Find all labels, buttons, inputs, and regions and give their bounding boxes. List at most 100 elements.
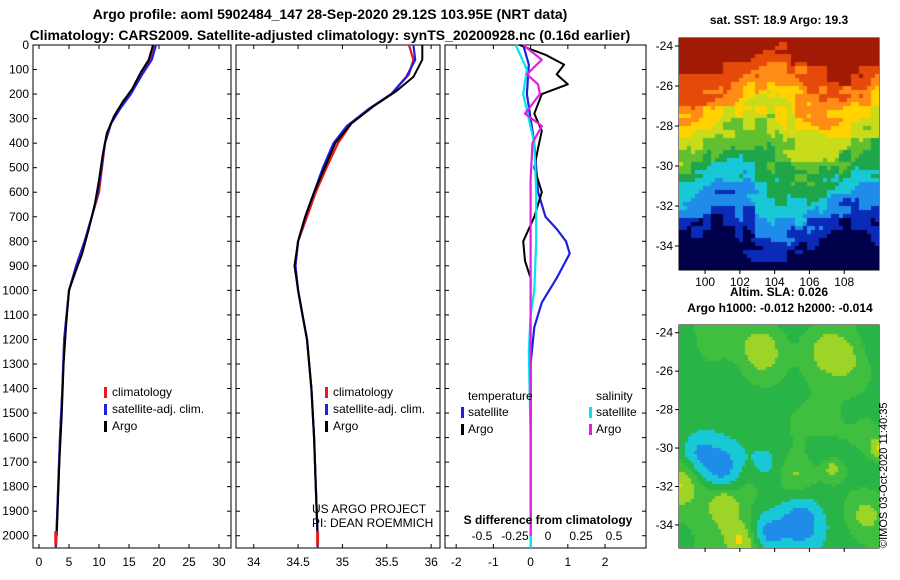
x-tick-label: 1 xyxy=(564,555,571,569)
legend-swatch xyxy=(325,404,328,415)
bottom-climatology-mark xyxy=(54,531,58,545)
legend-label: Argo xyxy=(596,422,622,436)
legend-label: satellite xyxy=(468,405,509,419)
y-tick-label: 700 xyxy=(9,210,29,224)
sst-map-image xyxy=(679,38,879,270)
y-tick-label: 0 xyxy=(22,38,29,52)
map-x-tick-label: 102 xyxy=(730,275,750,289)
sla-map-image xyxy=(679,325,879,548)
x-tick-label: 25 xyxy=(182,555,196,569)
panel-frame-salinity-profile xyxy=(235,44,441,549)
x-tick-label: 15 xyxy=(122,555,136,569)
y-tick-label: 1000 xyxy=(2,283,29,297)
map-y-tick-label: -30 xyxy=(656,159,674,173)
map-y-tick-label: -32 xyxy=(656,199,674,213)
y-tick-label: 1600 xyxy=(2,431,29,445)
map-y-tick-label: -30 xyxy=(656,441,674,455)
legend-swatch xyxy=(461,407,464,418)
y-tick-label: 400 xyxy=(9,136,29,150)
legend-swatch xyxy=(104,421,107,432)
difference-top-tick-label: 0 xyxy=(545,529,552,543)
difference-axis-title: S difference from climatology xyxy=(464,513,633,527)
legend-label: climatology xyxy=(112,385,172,399)
map-y-tick-label: -28 xyxy=(656,119,674,133)
x-tick-label: 0 xyxy=(527,555,534,569)
figure-title-line2: Climatology: CARS2009. Satellite-adjuste… xyxy=(29,27,631,43)
y-tick-label: 800 xyxy=(9,234,29,248)
y-tick-label: 1300 xyxy=(2,357,29,371)
legend-swatch xyxy=(589,407,592,418)
y-tick-label: 500 xyxy=(9,161,29,175)
bottom-climatology-mark xyxy=(316,531,320,545)
y-tick-label: 1200 xyxy=(2,332,29,346)
y-tick-label: 1500 xyxy=(2,406,29,420)
x-tick-label: 10 xyxy=(92,555,106,569)
difference-top-tick-label: -0.5 xyxy=(472,529,493,543)
y-tick-label: 1800 xyxy=(2,480,29,494)
difference-top-tick-label: 0.25 xyxy=(569,529,593,543)
x-tick-label: 0 xyxy=(36,555,43,569)
map-y-tick-label: -32 xyxy=(656,479,674,493)
legend-swatch xyxy=(461,424,464,435)
legend-label: Argo xyxy=(468,422,494,436)
series-temperature-satellite xyxy=(522,44,571,548)
x-tick-label: 30 xyxy=(212,555,226,569)
series-salinity-argo xyxy=(522,44,543,536)
y-tick-label: 1400 xyxy=(2,382,29,396)
x-tick-label: 34 xyxy=(247,555,261,569)
x-tick-label: 5 xyxy=(66,555,73,569)
x-tick-label: 2 xyxy=(602,555,609,569)
difference-top-tick-label: 0.5 xyxy=(606,529,623,543)
series-salinity-satellite xyxy=(514,44,538,548)
map-y-tick-label: -24 xyxy=(656,326,674,340)
legend-label: satellite xyxy=(596,405,637,419)
legend-title-temperature: temperature xyxy=(468,389,533,403)
map-x-tick-label: 108 xyxy=(834,275,854,289)
map-y-tick-label: -26 xyxy=(656,79,674,93)
legend-label: Argo xyxy=(112,419,138,433)
difference-top-tick-label: -0.25 xyxy=(501,529,529,543)
legend-label: climatology xyxy=(333,385,393,399)
legend-swatch xyxy=(104,387,107,398)
sla-map-title-line2: Argo h1000: -0.012 h2000: -0.014 xyxy=(687,301,873,315)
map-x-tick-label: 104 xyxy=(765,275,785,289)
map-x-tick-label: 106 xyxy=(799,275,819,289)
y-tick-label: 100 xyxy=(9,63,29,77)
series-argo xyxy=(55,44,154,536)
series-satellite-adj-clim- xyxy=(54,44,158,549)
map-x-tick-label: 100 xyxy=(695,275,715,289)
legend-swatch xyxy=(104,404,107,415)
x-tick-label: 35.5 xyxy=(375,555,399,569)
map-y-tick-label: -34 xyxy=(656,518,674,532)
legend-swatch xyxy=(325,421,328,432)
project-annotation-line: PI: DEAN ROEMMICH xyxy=(312,516,433,530)
y-tick-label: 2000 xyxy=(2,529,29,543)
y-tick-label: 1900 xyxy=(2,504,29,518)
x-tick-label: -2 xyxy=(451,555,462,569)
legend-label: Argo xyxy=(333,419,359,433)
series-climatology xyxy=(54,44,156,549)
x-tick-label: 36 xyxy=(424,555,438,569)
legend-label: satellite-adj. clim. xyxy=(112,402,204,416)
figure-title-line1: Argo profile: aoml 5902484_147 28-Sep-20… xyxy=(92,6,568,22)
project-annotation-line: US ARGO PROJECT xyxy=(312,502,427,516)
x-tick-label: 34.5 xyxy=(286,555,310,569)
y-tick-label: 600 xyxy=(9,185,29,199)
y-tick-label: 300 xyxy=(9,112,29,126)
series-argo xyxy=(293,45,424,536)
map-y-tick-label: -28 xyxy=(656,403,674,417)
x-tick-label: 35 xyxy=(336,555,350,569)
x-tick-label: 20 xyxy=(152,555,166,569)
x-tick-label: -1 xyxy=(488,555,499,569)
sla-map-title-line1: Altim. SLA: 0.026 xyxy=(729,285,829,299)
panel-frame-difference-profile xyxy=(444,44,647,549)
map-y-tick-label: -26 xyxy=(656,364,674,378)
y-tick-label: 1100 xyxy=(3,308,29,322)
series-temperature-argo xyxy=(519,44,569,536)
y-tick-label: 200 xyxy=(9,87,29,101)
y-tick-label: 900 xyxy=(9,259,29,273)
map-y-tick-label: -24 xyxy=(656,39,674,53)
legend-swatch xyxy=(325,387,328,398)
legend-swatch xyxy=(589,424,592,435)
